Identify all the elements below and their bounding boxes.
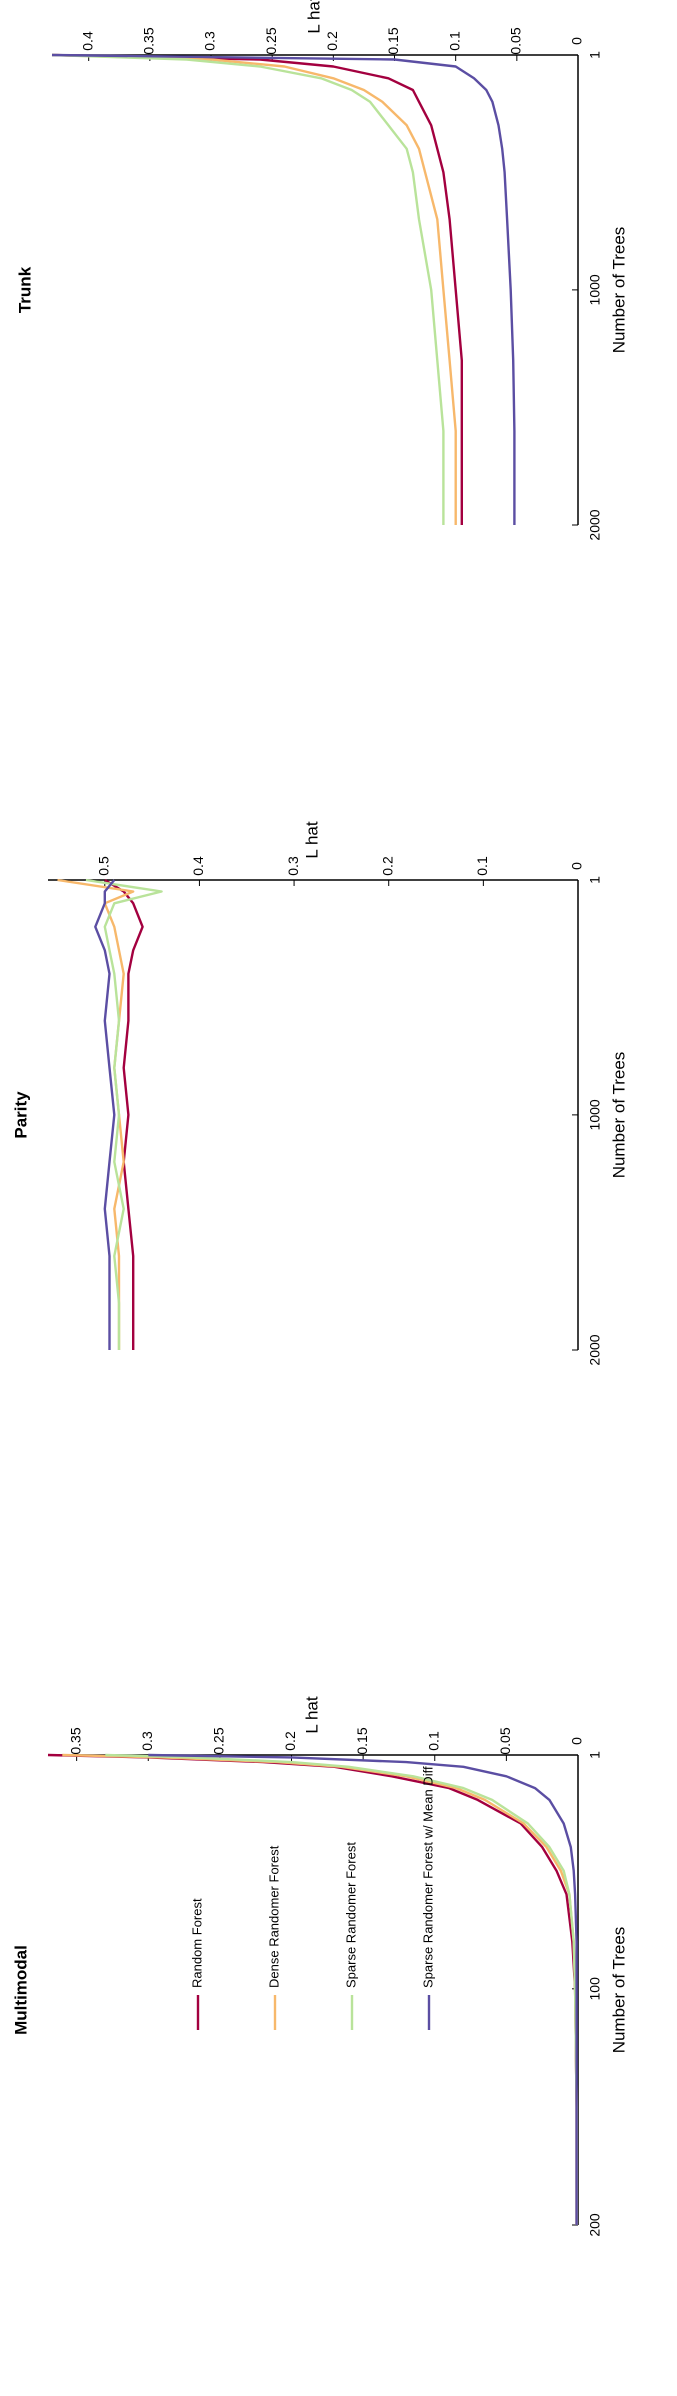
subplot-multimodal: 1 100 200 0 0.05 0.1 0.15 0.2 0.25 0.3 0.35 Number …	[11, 1696, 628, 2237]
x-axis-label: Number of Trees	[609, 1052, 628, 1179]
legend-label: Sparse Randomer Forest w/ Mean Diff	[420, 1766, 435, 1988]
legend-label: Random Forest	[189, 1898, 204, 1988]
legend-entry: Sparse Randomer Forest w/ Mean Diff	[420, 1766, 435, 2030]
y-tick-label: 0.3	[139, 1731, 155, 1751]
y-tick-label: 0.15	[385, 27, 401, 54]
plots-group: 11000200000.050.10.150.20.250.30.350.4Nu…	[11, 0, 628, 2237]
y-tick-label: 0.25	[211, 1727, 227, 1754]
x-axis-label: Number of Trees	[609, 227, 628, 354]
y-tick-label: 0.1	[474, 856, 490, 876]
series-line-dense-randomer-forest	[62, 1753, 578, 2225]
y-tick-label: 0.3	[285, 856, 301, 876]
legend-label: Dense Randomer Forest	[266, 1845, 281, 1988]
y-tick-label: 0.2	[324, 31, 340, 51]
y-tick-label: 0	[569, 1737, 585, 1745]
y-tick-label: 0.05	[497, 1727, 513, 1754]
x-tick-label: 2000	[587, 509, 603, 540]
series-line-sparse-randomer-forest	[105, 1753, 578, 2225]
series-line-random-forest	[47, 1753, 578, 2225]
y-tick-label: 0.5	[95, 856, 111, 876]
x-tick-label: 1	[587, 1751, 603, 1759]
y-axis-label: L hat	[304, 0, 323, 34]
x-tick-label: 1000	[587, 1099, 603, 1130]
series-line-dense-randomer-forest	[51, 53, 457, 525]
y-tick-label: 0.2	[379, 856, 395, 876]
series-line-dense-randomer-forest	[57, 878, 135, 1350]
y-tick-label: 0.35	[141, 27, 157, 54]
subplot-trunk: 1 1000 2000 0 0.05 0.1 0.15 0.2 0.25 0.3 0.35 0.4 Nu…	[15, 0, 628, 541]
series-line-random-forest	[51, 53, 463, 525]
series-line-sparse-randomer-forest	[51, 53, 445, 525]
legend-entry: Dense Randomer Forest	[266, 1845, 281, 2030]
y-tick-label: 0.25	[263, 27, 279, 54]
y-tick-label: 0.05	[508, 27, 524, 54]
series-line-random-forest	[104, 878, 144, 1350]
series-line-sparse-randomer-forest-mean-diff	[94, 879, 116, 1350]
x-axis-label: Number of Trees	[609, 1927, 628, 2054]
legend: Random Forest Dense Randomer Forest Sparse…	[189, 1766, 435, 2030]
y-axis-label: L hat	[302, 1696, 321, 1733]
x-tick-label: 1	[587, 51, 603, 59]
subplot-title: Trunk	[15, 266, 34, 313]
y-tick-label: 0	[569, 37, 585, 45]
legend-entry: Sparse Randomer Forest	[343, 1842, 358, 2030]
y-tick-label: 0.1	[425, 1731, 441, 1751]
y-tick-label: 0.3	[202, 31, 218, 51]
x-tick-label: 200	[587, 2213, 603, 2237]
y-tick-label: 0.1	[446, 31, 462, 51]
y-tick-label: 0.4	[79, 31, 95, 51]
legend-entry: Random Forest	[189, 1898, 204, 2030]
subplot-parity: 1 1000 2000 0 0.1 0.2 0.3 0.4 0.5 Number of Trees…	[11, 821, 628, 1365]
series-line-sparse-randomer-forest	[85, 878, 163, 1350]
y-tick-label: 0.15	[354, 1727, 370, 1754]
y-tick-label: 0.4	[190, 856, 206, 876]
x-tick-label: 1	[587, 876, 603, 884]
series-line-sparse-randomer-forest-mean-diff	[148, 1753, 578, 2225]
x-tick-label: 1000	[587, 274, 603, 305]
subplot-title: Parity	[11, 1091, 30, 1139]
x-tick-label: 2000	[587, 1334, 603, 1365]
subplot-title: Multimodal	[11, 1945, 30, 2035]
y-tick-label: 0.35	[67, 1727, 83, 1754]
legend-label: Sparse Randomer Forest	[343, 1842, 358, 1988]
x-tick-label: 100	[587, 1977, 603, 2001]
y-axis-label: L hat	[302, 821, 321, 858]
series-line-sparse-randomer-forest-mean-diff	[51, 53, 516, 525]
y-tick-label: 0.2	[282, 1731, 298, 1751]
y-tick-label: 0	[569, 862, 585, 870]
